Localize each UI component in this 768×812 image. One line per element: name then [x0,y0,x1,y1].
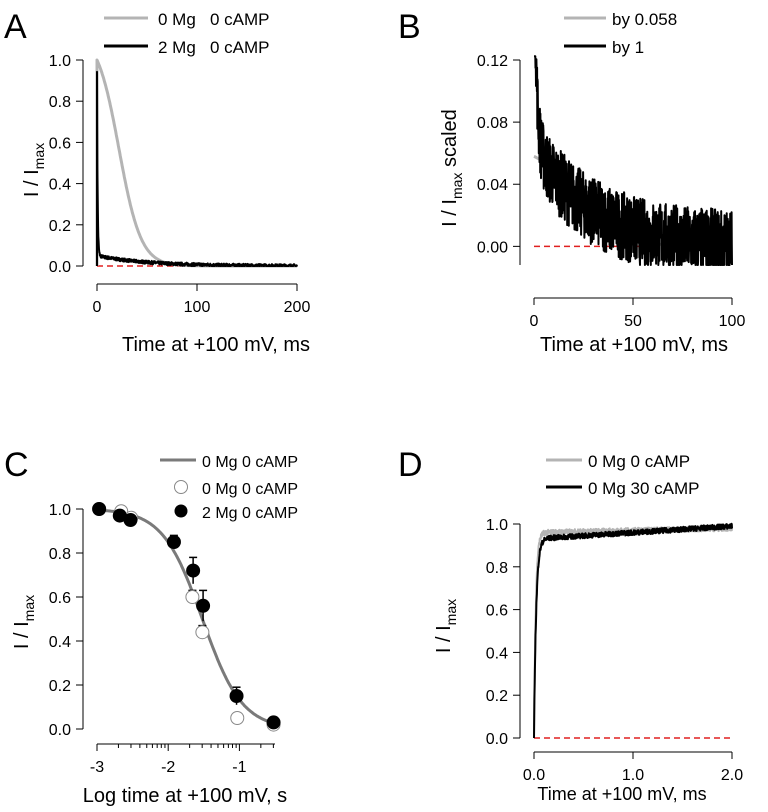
y-tick-label: 0.4 [49,177,71,194]
legend-label: 0 Mg 0 cAMP [158,10,269,29]
y-tick-label: 0.8 [49,546,71,563]
panel-c-plot: 0.0 0.2 0.4 0.6 0.8 1.0 -3 -2 -1 [49,502,281,776]
y-tick-label: 1.0 [49,53,71,70]
panel-b-plot: 0.00 0.04 0.08 0.12 0 50 100 [477,53,746,330]
panel-c: 0.0 0.2 0.4 0.6 0.8 1.0 -3 -2 -1 0 Mg 0 cAMP 0 M… [11,454,298,807]
y-tick-label: 0.2 [49,218,71,235]
panel-d-legend: 0 Mg 0 cAMP 0 Mg 30 cAMP [546,452,700,498]
series-line [533,524,733,738]
x-axis-label: Time at +100 mV, ms [122,334,310,356]
data-point-filled [266,715,281,730]
x-axis-label: Log time at +100 mV, s [83,785,287,807]
y-axis-label: I / Imax scaled [439,109,465,227]
y-tick-label: 0.2 [486,688,508,705]
x-axis-label: Time at +100 mV, ms [540,334,728,356]
x-tick-label: -2 [161,759,175,776]
panel-c-legend: 0 Mg 0 cAMP 0 Mg 0 cAMP 2 Mg 0 cAMP [160,454,298,522]
panel-a-legend: 0 Mg 0 cAMP 2 Mg 0 cAMP [104,10,269,57]
panel-b-legend: by 0.058 by 1 [564,10,677,57]
legend-marker-open [174,480,188,494]
legend-label: 0 Mg 0 cAMP [202,454,298,471]
legend-label: 2 Mg 0 cAMP [202,505,298,522]
panel-a: 0.0 0.2 0.4 0.6 0.8 1.0 0 100 200 0 Mg 0 cAMP 2 … [21,10,310,356]
x-tick-label: 0.0 [523,767,545,784]
x-tick-label: 100 [184,299,211,316]
x-tick-label: 1.0 [622,767,644,784]
legend-label: by 0.058 [612,10,677,29]
panel-letter-a: A [4,8,27,46]
y-tick-label: 0.04 [477,177,508,194]
data-point-open [230,711,245,725]
data-point-filled [186,563,201,578]
series-line [95,58,298,268]
y-tick-label: 0.00 [477,239,508,256]
y-tick-label: 1.0 [49,502,71,519]
y-tick-label: 1.0 [486,517,508,534]
y-tick-label: 0.8 [486,560,508,577]
y-tick-label: 0.12 [477,53,508,70]
y-tick-label: 0.6 [49,590,71,607]
x-tick-label: 200 [284,299,311,316]
legend-label: 0 Mg 0 cAMP [202,481,298,498]
y-tick-label: 0.6 [486,603,508,620]
panel-d-plot: 0.0 0.2 0.4 0.6 0.8 1.0 0.0 1.0 2.0 [486,517,743,784]
y-tick-label: 0.4 [49,634,71,651]
data-point-filled [229,689,244,703]
panel-letter-c: C [4,446,29,484]
x-tick-label: 100 [719,313,746,330]
data-point-filled [196,598,211,613]
data-point-open [185,590,200,604]
y-tick-label: 0.08 [477,115,508,132]
y-axis-label: I / Imax [21,143,47,197]
y-tick-label: 0.0 [486,731,508,748]
x-tick-label: 0 [93,299,102,316]
x-tick-label: 0 [530,313,539,330]
panel-letter-d: D [398,446,423,484]
y-tick-label: 0.4 [486,645,508,662]
y-axis-label: I / Imax [433,599,459,653]
legend-marker-filled [174,504,188,518]
panel-a-plot: 0.0 0.2 0.4 0.6 0.8 1.0 0 100 200 [49,53,311,316]
panel-b: 0.00 0.04 0.08 0.12 0 50 100 by 0.058 by 1 Tim… [439,10,745,356]
y-tick-label: 0.0 [49,259,71,276]
x-axis-label: Time at +100 mV, ms [537,784,706,804]
x-tick-label: -1 [232,759,246,776]
x-tick-label: -3 [90,759,104,776]
x-tick-label: 50 [624,313,642,330]
series-line [533,55,733,266]
series-line [96,508,276,725]
y-tick-label: 0.2 [49,678,71,695]
y-tick-label: 0.6 [49,135,71,152]
y-axis-label: I / Imax [11,595,37,649]
y-tick-label: 0.0 [49,722,71,739]
x-tick-label: 2.0 [721,767,743,784]
legend-label: 0 Mg 0 cAMP [588,452,690,471]
series-line [96,70,298,267]
panel-letter-b: B [398,8,421,46]
data-point-filled [123,513,138,527]
data-point-open [195,625,210,640]
legend-label: by 1 [612,38,644,57]
legend-label: 2 Mg 0 cAMP [158,38,269,57]
y-tick-label: 0.8 [49,94,71,111]
panel-d: 0.0 0.2 0.4 0.6 0.8 1.0 0.0 1.0 2.0 0 Mg 0 cAMP … [433,452,743,804]
legend-label: 0 Mg 30 cAMP [588,479,700,498]
data-point-filled [166,535,181,549]
data-point-filled [92,502,107,516]
series-line [533,522,733,739]
